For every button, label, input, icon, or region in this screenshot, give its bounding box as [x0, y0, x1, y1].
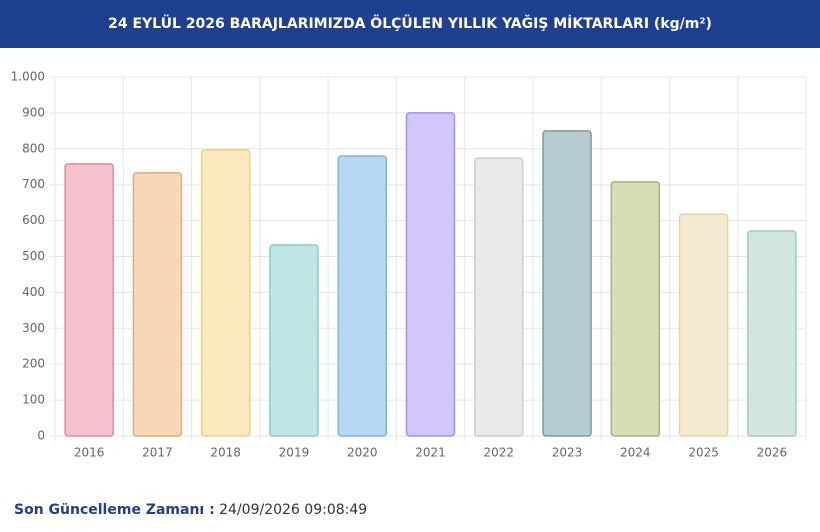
- y-tick-label: 600: [22, 213, 45, 227]
- y-tick-label: 700: [22, 177, 45, 191]
- bar: [337, 155, 387, 437]
- x-tick-label: 2025: [688, 446, 719, 460]
- bar: [200, 149, 251, 437]
- x-tick-label: 2017: [142, 446, 173, 460]
- x-tick-label: 2023: [552, 446, 583, 460]
- y-tick-label: 800: [22, 141, 45, 155]
- bar: [747, 230, 797, 437]
- x-tick-label: 2026: [757, 446, 788, 460]
- bar: [132, 172, 183, 437]
- bar: [474, 157, 524, 437]
- bar: [405, 112, 456, 437]
- bar: [64, 163, 114, 437]
- y-tick-label: 1.000: [11, 70, 45, 84]
- x-tick-label: 2020: [347, 446, 378, 460]
- footer-value: 24/09/2026 09:08:49: [219, 502, 368, 518]
- footer: Son Güncelleme Zamanı : 24/09/2026 09:08…: [14, 502, 367, 518]
- y-tick-label: 0: [37, 429, 45, 443]
- bar: [542, 130, 592, 437]
- y-tick-label: 400: [22, 285, 45, 299]
- bar: [610, 181, 661, 437]
- x-tick-label: 2021: [415, 446, 446, 460]
- x-tick-label: 2024: [620, 446, 651, 460]
- y-tick-label: 900: [22, 105, 45, 119]
- x-tick-label: 2022: [483, 446, 514, 460]
- y-tick-label: 500: [22, 249, 45, 263]
- footer-label: Son Güncelleme Zamanı :: [14, 502, 215, 518]
- x-tick-label: 2016: [74, 446, 105, 460]
- y-tick-label: 100: [22, 393, 45, 407]
- bar: [678, 213, 729, 437]
- x-tick-label: 2019: [279, 446, 310, 460]
- bar: [269, 244, 319, 437]
- x-tick-label: 2018: [210, 446, 241, 460]
- y-tick-label: 200: [22, 357, 45, 371]
- y-tick-label: 300: [22, 321, 45, 335]
- chart: 0 100 200 300 400 500 600 700 800 900 1.000 2016 201…: [11, 70, 807, 460]
- chart-title: 24 EYLÜL 2026 BARAJLARIMIZDA ÖLÇÜLEN YIL…: [0, 0, 820, 48]
